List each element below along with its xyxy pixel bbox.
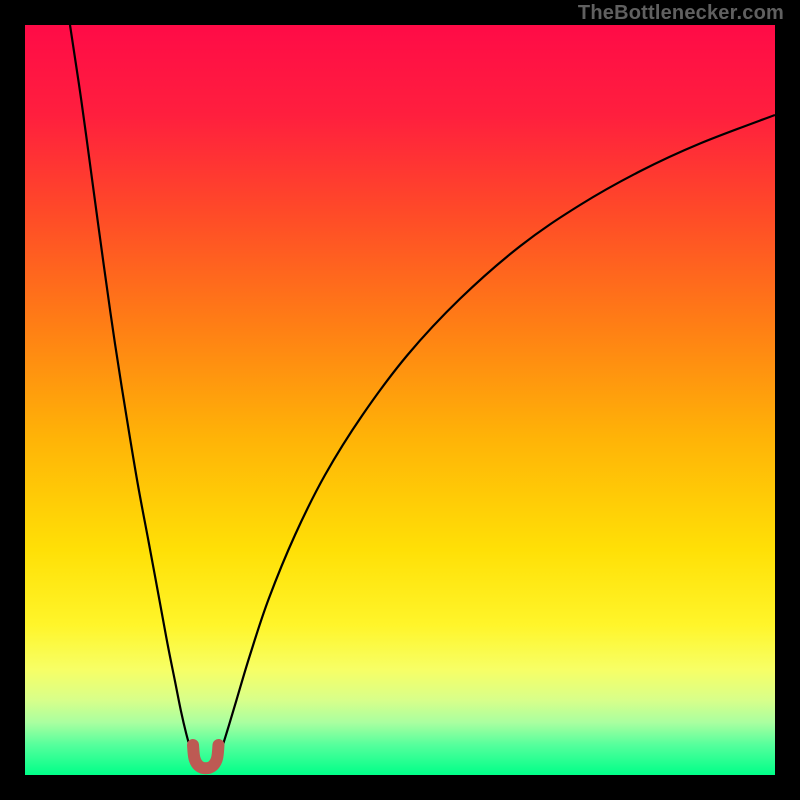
chart-background: [25, 25, 775, 775]
watermark-label: TheBottlenecker.com: [578, 2, 784, 25]
chart-frame: [25, 25, 775, 775]
bottleneck-chart: [25, 25, 775, 775]
